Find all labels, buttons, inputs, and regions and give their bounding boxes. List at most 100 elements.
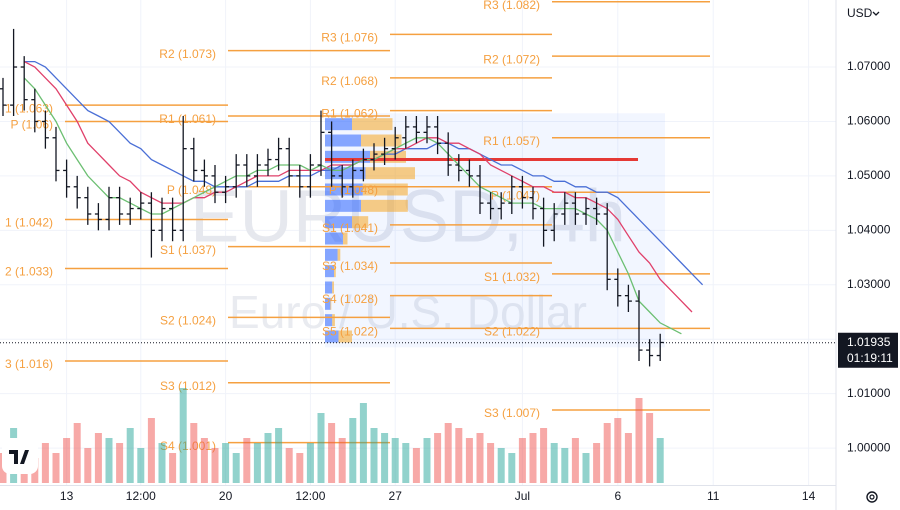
volume-bar xyxy=(370,428,378,483)
volume-bar xyxy=(635,398,643,483)
countdown-label: 01:19:11 xyxy=(847,351,893,365)
pivot-label: R1 (1.062) xyxy=(321,107,378,121)
volume-bar xyxy=(529,433,537,483)
pivot-label: S3 (1.034) xyxy=(322,259,378,273)
volume-bar xyxy=(264,433,272,483)
volume-bar xyxy=(296,453,304,483)
pivot-label: S1 (1.041) xyxy=(322,221,378,235)
profile-down xyxy=(338,330,352,343)
profile-down xyxy=(361,134,402,147)
pivot-label: P (1.048) xyxy=(167,183,216,197)
pivot-label: R2 (1.068) xyxy=(321,74,378,88)
logo-bg[interactable] xyxy=(2,438,38,474)
profile-up xyxy=(325,265,334,278)
pivot-label: P (1.06) xyxy=(11,118,53,132)
settings-icon[interactable] xyxy=(866,491,878,503)
volume-bar xyxy=(656,438,664,483)
pivot-label: R3 (1.082) xyxy=(483,0,540,12)
y-tick-label: 1.00000 xyxy=(847,440,891,454)
grid xyxy=(0,0,836,485)
pivot-label: S2 (1.024) xyxy=(160,314,216,328)
pivot-label: R2 (1.072) xyxy=(483,52,540,66)
x-tick-label: 14 xyxy=(802,489,816,503)
profile-up xyxy=(325,216,352,229)
pivot-label: R1 (1.057) xyxy=(483,134,540,148)
profile-up xyxy=(325,232,343,245)
volume-bar xyxy=(328,423,336,483)
pivot-label: S2 (1.022) xyxy=(484,324,540,338)
profile-up xyxy=(325,297,331,310)
volume-bar xyxy=(158,443,166,483)
volume-bar xyxy=(338,438,346,483)
pivot-label: 2 (1.033) xyxy=(5,265,53,279)
volume-bar xyxy=(476,433,484,483)
volume-bar xyxy=(508,453,516,483)
logo-mark[interactable] xyxy=(9,450,29,464)
volume-bar xyxy=(84,448,92,483)
pivot-label: S5 (1.022) xyxy=(322,324,378,338)
y-tick-label: 1.06000 xyxy=(847,114,891,128)
pivot-label: 1 (1.042) xyxy=(5,216,53,230)
currency[interactable]: USD xyxy=(847,6,873,20)
volume-bar xyxy=(94,433,102,483)
gear[interactable] xyxy=(866,491,878,503)
volume-bar xyxy=(243,438,251,483)
currency-chevron[interactable] xyxy=(872,11,880,16)
volume-bar xyxy=(222,443,230,483)
y-tick-label: 1.03000 xyxy=(847,277,891,291)
y-tick-label: 1.07000 xyxy=(847,59,891,73)
x-tick-label: 13 xyxy=(60,489,74,503)
profile-down xyxy=(365,167,415,180)
volume-bar xyxy=(73,423,81,483)
last-price-label: 1.01935 xyxy=(847,335,891,349)
volume-bar xyxy=(359,403,367,483)
volume-bar xyxy=(317,413,325,483)
profile-up xyxy=(325,314,333,327)
volume-bar xyxy=(137,448,145,483)
volume-bar xyxy=(561,448,569,483)
volume-bar xyxy=(434,433,442,483)
pivot-label: S3 (1.007) xyxy=(484,406,540,420)
volume-bar xyxy=(200,438,208,483)
x-tick-label: 11 xyxy=(707,489,720,503)
pivot-label: S4 (1.028) xyxy=(322,292,378,306)
volume-bar xyxy=(402,443,410,483)
profile-up xyxy=(325,199,361,212)
volume-bar xyxy=(582,453,590,483)
volume-bar xyxy=(179,388,187,483)
gear-hub[interactable] xyxy=(869,494,875,500)
profile-down xyxy=(352,118,393,131)
x-tick-label: 27 xyxy=(389,489,403,503)
volume-bar xyxy=(614,418,622,483)
volume-bar xyxy=(571,438,579,483)
x-tick-label: Jul xyxy=(515,489,530,503)
volume-bar xyxy=(116,443,124,483)
last-price-box xyxy=(838,332,898,368)
volume-bar xyxy=(391,438,399,483)
watermark-symbol: EURUSD, 4h xyxy=(190,175,626,258)
volume-bar xyxy=(412,448,420,483)
profile-down xyxy=(343,232,348,245)
volume-bar xyxy=(52,453,60,483)
volume-bar xyxy=(518,438,526,483)
watermark: EURUSD, 4h Euro / U.S. Dollar xyxy=(190,175,626,339)
volume-bar xyxy=(487,443,495,483)
pivot-label: R2 (1.073) xyxy=(159,47,216,61)
plot: 1 (1.063) P (1.06) 1 (1.042) 2 (1.033) 3 (1.… xyxy=(0,0,836,483)
volume-bar xyxy=(444,423,452,483)
volume-bar xyxy=(306,443,314,483)
logo[interactable] xyxy=(2,438,38,474)
volume-bar xyxy=(126,428,134,483)
pivot-label: R1 (1.061) xyxy=(159,112,216,126)
volume-bar xyxy=(624,433,632,483)
pivot-label: 3 (1.016) xyxy=(5,357,53,371)
pivot-label: S1 (1.032) xyxy=(484,270,540,284)
profile-down xyxy=(334,265,336,278)
pivot-label: S1 (1.037) xyxy=(160,243,216,257)
x-tick-label: 12:00 xyxy=(295,489,325,503)
y-tick-label: 1.05000 xyxy=(847,168,891,182)
volume-bar xyxy=(455,428,463,483)
volume-bar xyxy=(147,418,155,483)
